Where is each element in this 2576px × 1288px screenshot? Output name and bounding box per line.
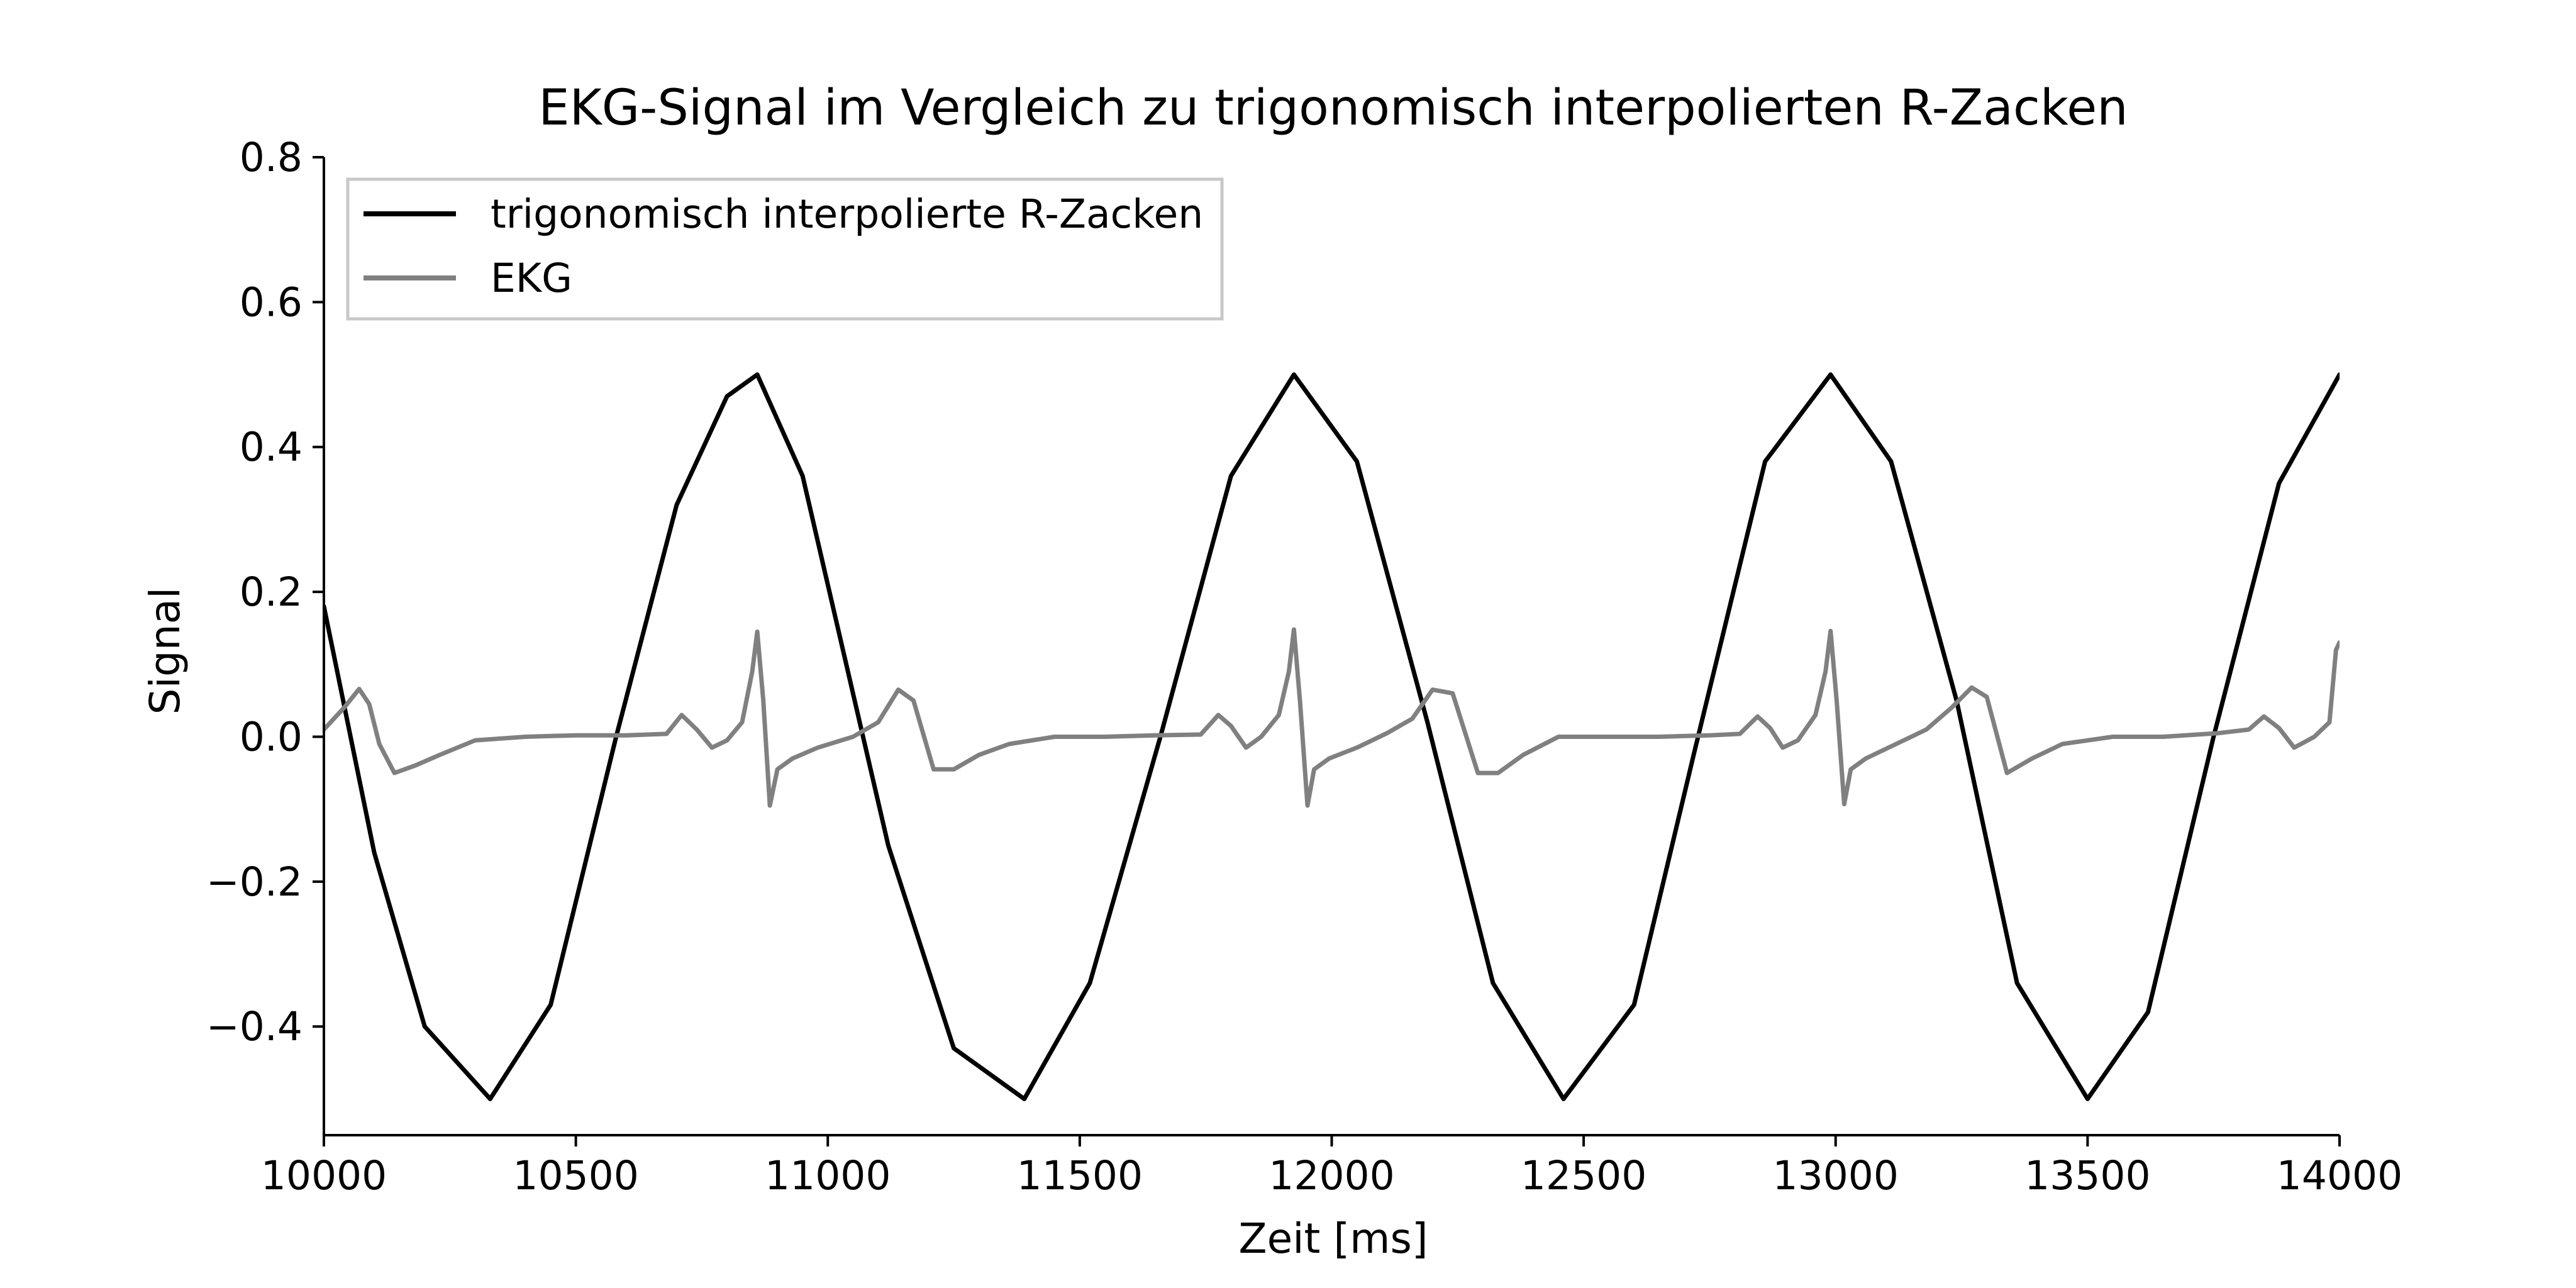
series-line-1 [324, 627, 2340, 808]
x-tick-label: 12500 [1521, 1153, 1646, 1199]
legend: trigonomisch interpolierte R-Zacken EKG [346, 177, 1224, 321]
y-tick-label: 0.6 [240, 279, 303, 325]
legend-label-0: trigonomisch interpolierte R-Zacken [491, 191, 1203, 237]
series-line-0 [324, 372, 2340, 1101]
x-tick-label: 12000 [1269, 1153, 1394, 1199]
y-tick-label: 0.4 [240, 425, 303, 470]
x-tick-label: 13500 [2024, 1153, 2150, 1199]
y-axis-label: Signal [141, 587, 189, 715]
x-tick-label: 10000 [261, 1153, 387, 1199]
y-tick-label: 0.2 [240, 569, 303, 615]
x-tick-label: 11000 [765, 1153, 891, 1199]
y-tick-label: 0.0 [240, 714, 303, 760]
series-layer [324, 372, 2340, 1101]
x-axis-label: Zeit [ms] [1238, 1214, 1428, 1263]
y-tick-label: −0.4 [206, 1004, 303, 1050]
chart-title: EKG-Signal im Vergleich zu trigonomisch … [538, 80, 2128, 136]
x-tick-label: 11500 [1017, 1153, 1143, 1199]
legend-label-1: EKG [491, 255, 572, 301]
x-tick-label: 13000 [1773, 1153, 1899, 1199]
x-tick-label: 14000 [2277, 1153, 2402, 1199]
x-tick-label: 10500 [513, 1153, 638, 1199]
legend-frame [346, 177, 1224, 321]
y-tick-label: −0.2 [206, 859, 303, 905]
axes-layer: 10000 10500 11000 11500 12000 12500 13000 13500… [206, 135, 2402, 1199]
y-tick-label: 0.8 [240, 135, 303, 180]
